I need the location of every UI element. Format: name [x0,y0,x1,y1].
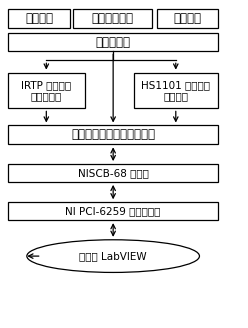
FancyBboxPatch shape [73,9,152,29]
FancyBboxPatch shape [8,202,218,220]
Text: 信号预处理电路与控制电路: 信号预处理电路与控制电路 [71,129,155,141]
Text: NISCB-68 接线盒: NISCB-68 接线盒 [78,168,149,178]
Text: 恒温鼓风系统: 恒温鼓风系统 [92,12,134,25]
FancyBboxPatch shape [8,164,218,182]
Text: IRTP 系列红外
温度传感器: IRTP 系列红外 温度传感器 [21,80,71,101]
Text: 排湿系统: 排湿系统 [173,12,201,25]
FancyBboxPatch shape [156,9,218,29]
FancyBboxPatch shape [8,33,218,51]
Text: 计算机 LabVIEW: 计算机 LabVIEW [79,251,147,261]
Text: 微波系统: 微波系统 [25,12,53,25]
Text: HS1101 电容式湿
度传感器: HS1101 电容式湿 度传感器 [141,80,210,101]
Text: 热处理装置: 热处理装置 [96,36,131,49]
FancyBboxPatch shape [8,9,70,29]
Ellipse shape [27,240,199,273]
FancyBboxPatch shape [8,72,85,109]
Text: NI PCI-6259 数据采集卡: NI PCI-6259 数据采集卡 [65,206,161,216]
FancyBboxPatch shape [134,72,218,109]
FancyBboxPatch shape [8,125,218,144]
